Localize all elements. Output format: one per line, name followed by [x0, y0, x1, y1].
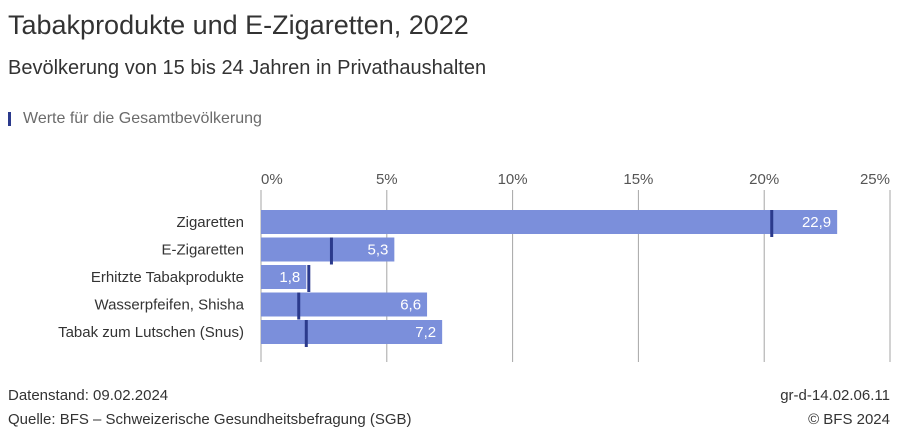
footer-code: gr-d-14.02.06.11 — [780, 387, 890, 404]
value-label: 7,2 — [415, 324, 436, 341]
footer-datenstand: Datenstand: 09.02.2024 — [8, 387, 169, 404]
legend-marker-icon — [8, 112, 11, 126]
tick-label: 25% — [860, 171, 890, 188]
tick-label: 20% — [749, 171, 779, 188]
bar-chart: 0% 5% 10% 15% 20% 25% Zigaretten 22,9 E-Zigarett… — [58, 171, 891, 362]
value-label: 6,6 — [400, 297, 421, 314]
footer-quelle: Quelle: BFS – Schweizerische Gesundheits… — [8, 411, 412, 428]
value-label: 22,9 — [802, 214, 831, 231]
category-label: E-Zigaretten — [161, 242, 244, 259]
chart-title: Tabakprodukte und E-Zigaretten, 2022 — [8, 10, 469, 40]
bar — [261, 265, 307, 289]
reference-marker — [770, 210, 774, 237]
reference-marker — [297, 292, 301, 320]
legend-label: Werte für die Gesamtbevölkerung — [23, 110, 262, 127]
tick-label: 0% — [261, 171, 283, 188]
footer-copyright: © BFS 2024 — [808, 411, 890, 428]
reference-marker — [329, 237, 333, 265]
bar — [261, 320, 443, 344]
legend: Werte für die Gesamtbevölkerung — [8, 110, 262, 128]
bar — [261, 292, 428, 317]
chart-subtitle: Bevölkerung von 15 bis 24 Jahren in Priv… — [8, 57, 487, 79]
value-label: 5,3 — [367, 242, 388, 259]
value-label: 1,8 — [279, 269, 300, 286]
tick-label: 10% — [498, 171, 528, 188]
tick-label: 5% — [376, 171, 398, 188]
category-label: Tabak zum Lutschen (Snus) — [58, 324, 244, 341]
category-label: Wasserpfeifen, Shisha — [94, 297, 244, 314]
reference-marker — [307, 265, 311, 292]
category-label: Erhitzte Tabakprodukte — [91, 269, 244, 286]
bar — [261, 210, 838, 234]
bar — [261, 237, 395, 262]
reference-marker — [304, 320, 308, 347]
category-label: Zigaretten — [176, 214, 244, 231]
tick-label: 15% — [623, 171, 653, 188]
